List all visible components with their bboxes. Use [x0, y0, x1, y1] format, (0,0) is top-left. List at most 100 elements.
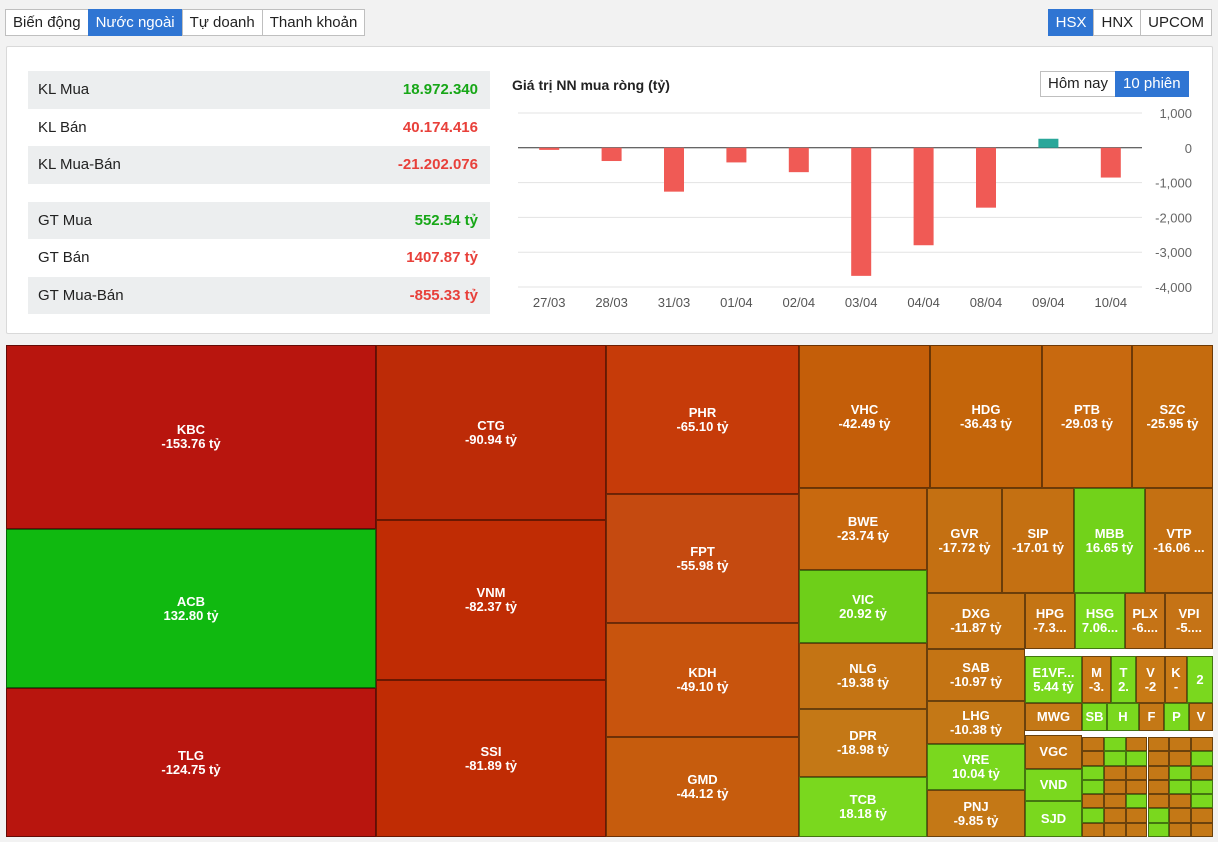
treemap-cell-small[interactable] [1147, 779, 1170, 795]
treemap-cell[interactable]: HSG 7.06... [1075, 593, 1125, 649]
treemap-cell-small[interactable] [1082, 794, 1104, 809]
treemap-cell-small[interactable] [1103, 751, 1126, 766]
treemap-cell[interactable]: VGC [1025, 735, 1082, 769]
treemap-cell-small[interactable] [1082, 751, 1104, 766]
bar[interactable] [1100, 147, 1121, 178]
tab-upcom[interactable]: UPCOM [1140, 9, 1212, 36]
treemap-cell[interactable]: PHR -65.10 tỷ [606, 345, 799, 494]
treemap-cell[interactable]: F [1139, 703, 1164, 731]
treemap-cell-small[interactable] [1103, 808, 1126, 823]
treemap-cell[interactable]: 2 [1187, 656, 1213, 703]
treemap-cell[interactable]: VHC -42.49 tỷ [799, 345, 930, 488]
treemap-cell-small[interactable] [1191, 822, 1213, 837]
treemap-cell-small[interactable] [1191, 751, 1213, 766]
treemap-cell[interactable]: KBC -153.76 tỷ [6, 345, 376, 529]
bar[interactable] [976, 147, 996, 208]
bar[interactable] [664, 147, 684, 192]
treemap-cell-small[interactable] [1191, 808, 1213, 823]
treemap-cell[interactable]: PNJ -9.85 tỷ [927, 790, 1025, 837]
treemap-cell[interactable]: TLG -124.75 tỷ [6, 688, 376, 837]
treemap-cell[interactable]: E1VF... 5.44 tỷ [1025, 656, 1082, 703]
treemap-cell-small[interactable] [1191, 765, 1213, 780]
treemap-cell-small[interactable] [1082, 822, 1104, 837]
treemap-cell[interactable]: HPG -7.3... [1025, 593, 1075, 649]
tab-tu-doanh[interactable]: Tự doanh [181, 9, 263, 36]
treemap-cell-small[interactable] [1169, 808, 1192, 823]
treemap-cell-small[interactable] [1125, 808, 1148, 823]
treemap-cell-small[interactable] [1082, 808, 1104, 823]
treemap-cell-small[interactable] [1125, 765, 1148, 780]
treemap-cell[interactable]: BWE -23.74 tỷ [799, 488, 927, 570]
treemap-cell-small[interactable] [1103, 765, 1126, 780]
treemap-cell-small[interactable] [1103, 737, 1126, 752]
treemap-cell[interactable]: V [1189, 703, 1213, 731]
treemap-cell[interactable]: MWG [1025, 703, 1082, 731]
treemap-cell[interactable]: GVR -17.72 tỷ [927, 488, 1002, 593]
treemap-cell[interactable]: VTP -16.06 ... [1145, 488, 1213, 593]
treemap-cell[interactable]: HDG -36.43 tỷ [930, 345, 1042, 488]
treemap-cell[interactable]: DXG -11.87 tỷ [927, 593, 1025, 649]
treemap-cell[interactable]: VRE 10.04 tỷ [927, 744, 1025, 790]
treemap-cell[interactable]: KDH -49.10 tỷ [606, 623, 799, 737]
bar[interactable] [851, 147, 872, 276]
treemap-cell[interactable]: VNM -82.37 tỷ [376, 520, 606, 680]
bar[interactable] [788, 147, 809, 173]
treemap-cell-small[interactable] [1169, 779, 1192, 795]
treemap-cell[interactable]: MBB 16.65 tỷ [1074, 488, 1145, 593]
treemap-cell-small[interactable] [1169, 751, 1192, 766]
treemap-cell-small[interactable] [1125, 751, 1148, 766]
treemap-cell-small[interactable] [1147, 751, 1170, 766]
treemap-cell[interactable]: ACB 132.80 tỷ [6, 529, 376, 688]
tab-hnx[interactable]: HNX [1093, 9, 1142, 36]
treemap-cell[interactable]: VND [1025, 769, 1082, 801]
treemap-cell[interactable]: H [1107, 703, 1139, 731]
treemap-cell-small[interactable] [1169, 737, 1192, 752]
treemap-cell-small[interactable] [1103, 794, 1126, 809]
treemap-cell[interactable]: SAB -10.97 tỷ [927, 649, 1025, 701]
treemap-cell-small[interactable] [1169, 794, 1192, 809]
treemap-cell-small[interactable] [1191, 779, 1213, 795]
treemap-cell[interactable]: NLG -19.38 tỷ [799, 643, 927, 709]
treemap-cell[interactable]: DPR -18.98 tỷ [799, 709, 927, 777]
treemap-cell-small[interactable] [1147, 765, 1170, 780]
treemap-cell-small[interactable] [1082, 737, 1104, 752]
treemap-cell[interactable]: SB [1082, 703, 1107, 731]
treemap-cell[interactable]: SZC -25.95 tỷ [1132, 345, 1213, 488]
tab-hsx[interactable]: HSX [1047, 9, 1095, 36]
treemap-cell-small[interactable] [1191, 737, 1213, 752]
treemap-cell[interactable]: P [1164, 703, 1189, 731]
treemap-cell[interactable]: T 2. [1111, 656, 1136, 703]
treemap-cell-small[interactable] [1169, 765, 1192, 780]
treemap-cell[interactable]: SJD [1025, 801, 1082, 837]
treemap-cell[interactable]: SSI -81.89 tỷ [376, 680, 606, 837]
treemap-cell-small[interactable] [1147, 822, 1170, 837]
treemap-cell[interactable]: TCB 18.18 tỷ [799, 777, 927, 837]
bar[interactable] [726, 147, 747, 163]
range-10-sessions-button[interactable]: 10 phiên [1115, 71, 1189, 97]
treemap-cell[interactable]: FPT -55.98 tỷ [606, 494, 799, 623]
bar[interactable] [601, 147, 622, 162]
treemap-cell-small[interactable] [1125, 822, 1148, 837]
treemap-cell[interactable]: PTB -29.03 tỷ [1042, 345, 1132, 488]
treemap-cell-small[interactable] [1125, 737, 1148, 752]
treemap-cell-small[interactable] [1082, 765, 1104, 780]
treemap-cell[interactable]: V -2 [1136, 656, 1165, 703]
treemap-cell[interactable]: CTG -90.94 tỷ [376, 345, 606, 520]
treemap-cell-small[interactable] [1169, 822, 1192, 837]
treemap-cell-small[interactable] [1125, 794, 1148, 809]
treemap-cell-small[interactable] [1103, 822, 1126, 837]
treemap-cell[interactable]: GMD -44.12 tỷ [606, 737, 799, 837]
bar[interactable] [539, 147, 560, 150]
tab-thanh-khoan[interactable]: Thanh khoản [261, 9, 366, 36]
treemap-cell-small[interactable] [1191, 794, 1213, 809]
treemap-cell-small[interactable] [1147, 794, 1170, 809]
treemap-cell-small[interactable] [1147, 737, 1170, 752]
tab-bien-dong[interactable]: Biến động [5, 9, 89, 36]
treemap-cell-small[interactable] [1082, 779, 1104, 795]
treemap-cell-small[interactable] [1147, 808, 1170, 823]
range-today-button[interactable]: Hôm nay [1040, 71, 1117, 97]
treemap-cell[interactable]: VPI -5.... [1165, 593, 1213, 649]
treemap-cell[interactable]: VIC 20.92 tỷ [799, 570, 927, 643]
treemap-cell-small[interactable] [1125, 779, 1148, 795]
bar[interactable] [913, 147, 934, 246]
